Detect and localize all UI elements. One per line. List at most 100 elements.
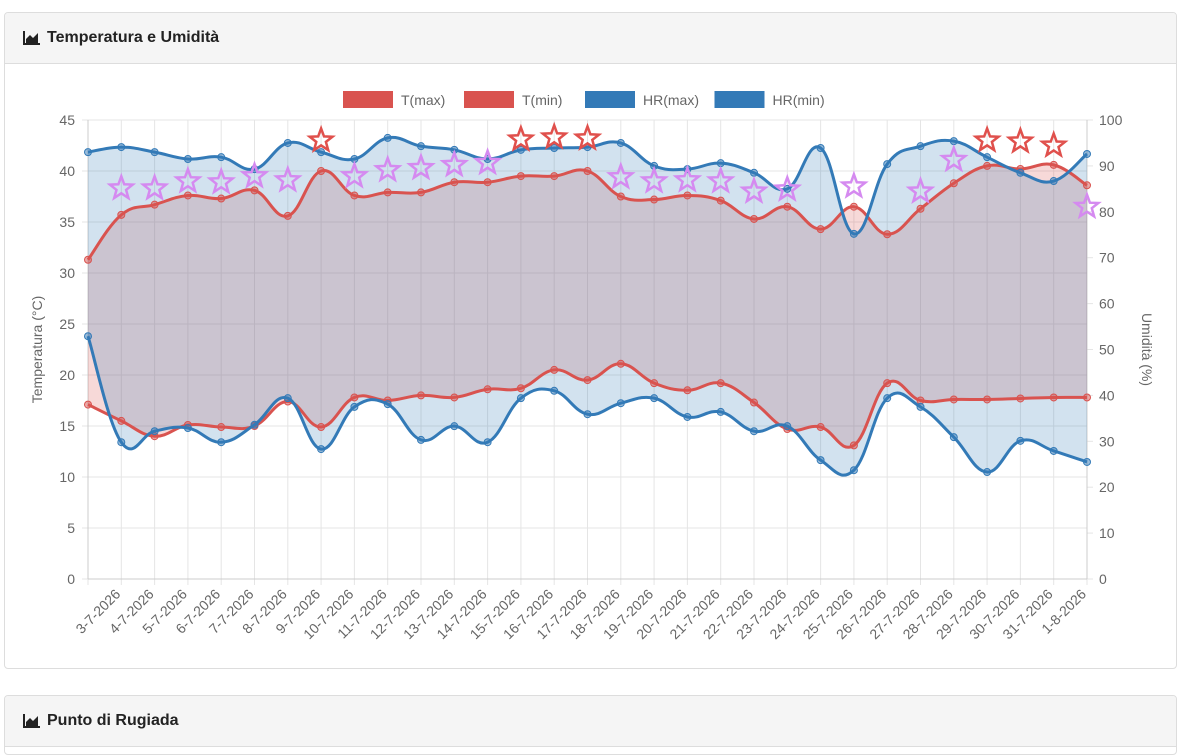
y-tick-label: 25 — [59, 316, 75, 332]
y2-tick-label: 50 — [1099, 342, 1115, 358]
point — [150, 148, 159, 157]
point — [450, 393, 459, 402]
point — [84, 148, 92, 157]
point — [1049, 160, 1058, 169]
star-marker — [339, 160, 370, 189]
star-marker — [672, 164, 703, 193]
legend-swatch — [585, 91, 635, 108]
y2-tick-label: 10 — [1099, 525, 1115, 541]
point — [217, 194, 226, 203]
star-marker — [605, 161, 636, 190]
point — [84, 400, 92, 409]
point — [417, 142, 425, 151]
point — [849, 441, 858, 450]
y2-axis-title: Umidità (%) — [1139, 313, 1155, 386]
point — [1083, 457, 1091, 466]
point — [516, 145, 525, 154]
star-marker — [772, 173, 803, 202]
point — [1016, 168, 1025, 177]
point — [1083, 149, 1091, 158]
point — [516, 172, 525, 181]
point — [949, 433, 958, 442]
point — [650, 394, 659, 403]
star-marker — [839, 170, 869, 199]
point — [350, 402, 359, 411]
y-axis-title: Temperatura (°C) — [29, 296, 45, 404]
point — [516, 394, 525, 403]
point — [217, 438, 226, 447]
star-marker — [272, 164, 303, 193]
y-tick-label: 5 — [67, 520, 75, 536]
point — [1016, 394, 1025, 403]
point — [716, 407, 725, 416]
point — [683, 191, 692, 200]
point — [849, 466, 858, 475]
point — [716, 379, 725, 388]
point — [983, 468, 992, 477]
point — [583, 376, 592, 385]
y-tick-label: 30 — [59, 265, 75, 281]
star-marker — [1038, 129, 1069, 159]
point — [383, 133, 392, 142]
point — [217, 153, 226, 162]
point — [550, 172, 559, 181]
legend-label: T(min) — [522, 92, 562, 108]
point — [550, 365, 559, 374]
point — [317, 423, 326, 432]
page: {"header": {"title": "Temperatura e Umid… — [4, 12, 1177, 755]
point — [283, 138, 292, 147]
legend-label: HR(min) — [773, 92, 825, 108]
area-fill — [88, 164, 1087, 448]
point — [650, 379, 659, 388]
point — [783, 422, 792, 431]
point — [450, 422, 459, 431]
star-marker — [472, 147, 503, 176]
chart-card: Temperatura e Umidità — [4, 12, 1177, 669]
point — [117, 416, 126, 425]
y-tick-label: 10 — [59, 469, 75, 485]
y2-tick-label: 90 — [1099, 158, 1115, 174]
point — [883, 379, 892, 388]
point — [883, 230, 892, 239]
star-marker — [905, 175, 936, 204]
point — [350, 191, 359, 200]
point — [1083, 181, 1091, 190]
y2-tick-label: 30 — [1099, 433, 1115, 449]
point — [317, 167, 326, 175]
point — [949, 137, 958, 146]
point — [550, 143, 559, 152]
point — [949, 179, 958, 188]
card-header: Temperatura e Umidità — [5, 13, 1176, 64]
point — [117, 438, 126, 447]
point — [483, 438, 492, 447]
card-title: Temperatura e Umidità — [47, 29, 220, 46]
y2-tick-label: 70 — [1099, 250, 1115, 266]
point — [317, 148, 326, 157]
point — [750, 398, 758, 407]
area-fill — [88, 137, 1087, 476]
point — [183, 191, 192, 200]
point — [550, 386, 559, 395]
star-marker — [306, 124, 336, 153]
point — [183, 155, 192, 164]
point — [750, 427, 758, 436]
point — [317, 445, 326, 454]
point — [483, 178, 492, 187]
point — [250, 186, 259, 195]
point — [150, 200, 159, 209]
point — [683, 412, 692, 421]
point — [849, 229, 858, 238]
star-marker — [173, 165, 203, 194]
point — [949, 395, 958, 404]
y2-tick-label: 80 — [1099, 204, 1115, 220]
point — [616, 138, 625, 147]
legend-swatch — [714, 91, 765, 108]
point — [383, 188, 392, 197]
star-marker — [406, 152, 436, 181]
chart: 0 5 10 15 20 25 30 35 40 45 0 10 20 30 40 50 60 70 80 90 100… — [29, 91, 1155, 642]
y2-tick-label: 100 — [1099, 112, 1123, 128]
point — [84, 255, 92, 264]
y-tick-label: 40 — [59, 163, 75, 179]
card-title: Punto di Rugiada — [47, 712, 179, 729]
point — [516, 384, 525, 393]
